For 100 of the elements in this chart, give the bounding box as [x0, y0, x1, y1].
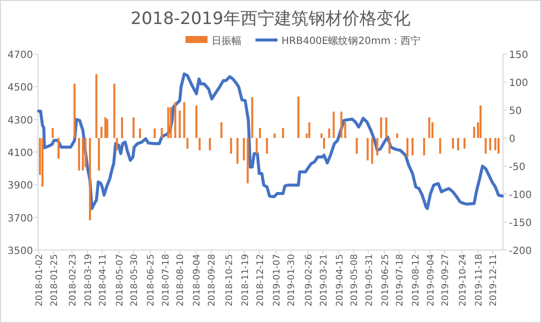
x-tick-label: 2019-07-18: [396, 254, 406, 306]
bar: [132, 117, 135, 138]
bar: [274, 134, 276, 138]
bar: [104, 117, 106, 138]
bar: [266, 138, 268, 154]
x-tick-label: 2019-06-25: [380, 254, 391, 306]
y2-tick-label: -50: [509, 162, 526, 173]
x-tick-label: 2018-11-19: [241, 254, 252, 306]
x-tick-label: 2019-12-11: [489, 254, 500, 306]
bar: [366, 138, 369, 160]
x-tick-label: 2018-07-18: [161, 254, 172, 306]
bar: [52, 128, 54, 138]
x-tick-label: 2019-09-04: [426, 254, 436, 306]
bar: [340, 112, 342, 138]
bar: [100, 126, 102, 138]
chart-title: 2018-2019年西宁建筑钢材价格变化: [130, 9, 410, 29]
bar: [121, 117, 124, 138]
bar: [406, 138, 408, 158]
bar: [236, 138, 238, 164]
y2-tick-label: 100: [509, 78, 528, 89]
bar: [84, 138, 86, 168]
x-tick-label: 2018-08-10: [176, 254, 186, 306]
y2-tick-label: 50: [509, 106, 522, 117]
x-tick-label: 2019-03-21: [319, 254, 330, 306]
bar: [106, 118, 108, 138]
y-tick-label: 3700: [8, 213, 33, 224]
x-tick-label: 2018-06-25: [146, 254, 157, 306]
bar: [498, 138, 500, 154]
bar: [452, 138, 454, 149]
y-tick-label: 3500: [8, 246, 33, 257]
x-tick-label: 2019-01-07: [272, 254, 282, 306]
bar: [489, 138, 492, 150]
bar: [328, 128, 330, 138]
bar: [174, 102, 176, 138]
bar: [494, 138, 496, 150]
x-tick-label: 2018-09-04: [192, 254, 202, 306]
x-tick-label: 2019-05-31: [364, 254, 375, 306]
bar: [82, 138, 84, 170]
bar: [58, 138, 60, 159]
bar: [98, 138, 100, 170]
bar: [356, 138, 358, 154]
x-tick-label: 2018-01-25: [50, 254, 60, 306]
bar: [332, 112, 335, 138]
bar: [388, 138, 390, 154]
x-tick-label: 2019-01-30: [287, 254, 298, 306]
bar: [412, 138, 414, 156]
bar: [195, 106, 198, 138]
bar: [113, 84, 116, 138]
x-tick-label: 2018-01-02: [35, 254, 46, 306]
bar: [480, 106, 482, 138]
bar: [323, 138, 326, 149]
bar: [138, 128, 141, 138]
bar: [297, 96, 300, 138]
bar: [320, 134, 322, 138]
bar: [167, 107, 170, 138]
x-tick-label: 2018-09-28: [208, 254, 218, 306]
y-tick-label: 4300: [8, 115, 33, 126]
bar: [88, 138, 91, 220]
legend-label: HRB400E螺纹钢20mm：西宁: [282, 35, 420, 47]
bar: [282, 128, 284, 138]
bar: [230, 138, 232, 154]
bar: [396, 134, 398, 138]
y-tick-label: 4500: [8, 82, 33, 94]
bar: [251, 97, 254, 138]
bar: [154, 128, 156, 138]
bar: [308, 122, 310, 138]
bar: [423, 138, 426, 156]
bar: [183, 102, 186, 138]
y-tick-label: 3900: [8, 180, 33, 192]
bar: [380, 117, 382, 138]
x-tick-label: 2019-10-24: [458, 254, 468, 306]
bar: [74, 84, 76, 138]
bar: [457, 138, 460, 150]
x-tick-label: 2019-08-12: [412, 254, 422, 306]
x-tick-label: 2018-04-11: [98, 254, 109, 306]
bar: [246, 138, 249, 184]
x-tick-label: 2019-09-27: [441, 254, 452, 306]
bar: [41, 138, 44, 187]
y2-tick-label: 150: [509, 50, 528, 61]
bar: [376, 138, 378, 156]
y2-tick-label: -150: [509, 218, 532, 229]
bar: [220, 122, 222, 138]
x-tick-label: 2018-10-25: [224, 254, 235, 306]
x-tick-label: 2019-05-08: [350, 254, 360, 306]
bar: [464, 138, 466, 149]
y-tick-label: 4700: [8, 50, 33, 61]
x-tick-label: 2018-05-07: [115, 254, 126, 306]
x-tick-label: 2018-12-12: [256, 254, 266, 306]
bar: [186, 138, 188, 149]
bar: [95, 74, 98, 138]
bar: [208, 138, 211, 150]
y2-tick-label: -100: [509, 190, 532, 201]
bar: [439, 138, 442, 154]
bar: [178, 110, 181, 138]
x-tick-label: 2018-05-30: [130, 254, 140, 306]
y2-tick-label: 0: [509, 134, 516, 145]
bar: [170, 107, 172, 138]
bar: [428, 117, 430, 138]
bar: [473, 126, 476, 138]
x-tick-label: 2019-02-26: [304, 254, 315, 306]
